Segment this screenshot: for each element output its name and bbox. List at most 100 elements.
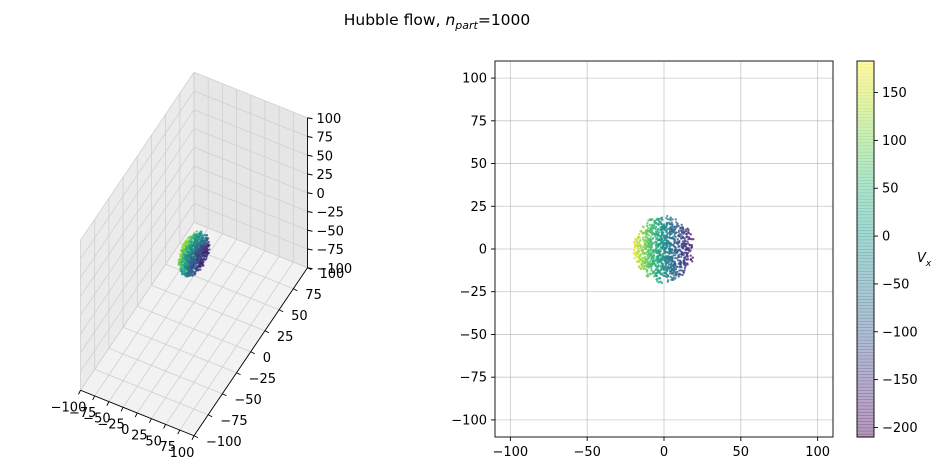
data-point-2d xyxy=(658,239,661,242)
data-point-2d xyxy=(660,226,664,229)
data-point-2d xyxy=(654,245,658,248)
data-point-2d xyxy=(637,250,641,253)
data-point-2d xyxy=(646,255,649,258)
data-point-2d xyxy=(646,272,650,276)
data-point-2d xyxy=(662,274,665,277)
data-point-3d xyxy=(185,256,188,259)
data-point-2d xyxy=(654,235,657,238)
y-tick-label: −75 xyxy=(220,414,247,429)
data-point-2d xyxy=(659,264,663,268)
data-point-2d xyxy=(670,278,673,281)
colorbar-segment xyxy=(857,129,874,134)
data-point-3d xyxy=(185,258,188,262)
data-point-2d xyxy=(655,278,658,281)
data-point-3d xyxy=(202,237,206,240)
grid-line xyxy=(80,109,195,278)
data-point-2d xyxy=(688,243,692,247)
data-point-2d xyxy=(656,254,660,258)
colorbar-segment xyxy=(857,211,874,216)
data-point-2d xyxy=(636,260,639,263)
colorbar-segment xyxy=(857,311,874,316)
data-point-3d xyxy=(199,265,202,268)
data-point-2d xyxy=(673,276,676,279)
data-point-2d xyxy=(661,264,665,267)
data-point-2d xyxy=(652,263,656,266)
data-point-2d xyxy=(649,249,652,253)
data-point-2d xyxy=(670,221,673,224)
colorbar-tick-label: −50 xyxy=(882,277,909,292)
colorbar-segment xyxy=(857,126,874,131)
data-point-2d xyxy=(649,235,652,238)
data-point-2d xyxy=(682,230,686,233)
y-tick-label: 25 xyxy=(277,330,294,345)
data-point-2d xyxy=(668,260,671,263)
colorbar-segment xyxy=(857,314,874,319)
data-point-3d xyxy=(205,234,208,237)
data-point-3d xyxy=(184,261,187,265)
colorbar-segment xyxy=(857,161,874,165)
data-point-3d xyxy=(189,244,193,247)
colorbar-segment xyxy=(857,402,874,407)
data-point-2d xyxy=(671,276,674,280)
data-point-3d xyxy=(200,254,203,257)
data-point-2d xyxy=(668,243,671,246)
data-point-2d xyxy=(641,248,645,252)
y-tick xyxy=(264,330,270,334)
data-point-2d xyxy=(674,256,677,260)
y-tick-label: 75 xyxy=(470,114,487,129)
data-point-2d xyxy=(683,269,686,272)
data-point-2d xyxy=(641,252,645,255)
colorbar-segment xyxy=(857,355,874,360)
data-point-3d xyxy=(192,259,195,263)
y-tick-label: −100 xyxy=(206,435,242,450)
data-point-2d xyxy=(670,272,674,275)
data-point-2d xyxy=(660,239,663,242)
data-point-2d xyxy=(650,267,653,270)
colorbar-tick-label: 100 xyxy=(882,134,907,149)
data-point-2d xyxy=(637,252,640,255)
y-tick-label: 100 xyxy=(320,267,345,282)
grid-line xyxy=(80,90,195,260)
colorbar-segment xyxy=(857,264,874,269)
data-point-2d xyxy=(649,247,652,250)
data-point-2d xyxy=(651,233,654,236)
data-point-2d xyxy=(656,236,659,240)
x-tick-label: 100 xyxy=(805,445,830,460)
data-point-2d xyxy=(647,257,650,260)
x-tick-label: 50 xyxy=(733,445,750,460)
colorbar-segment xyxy=(857,371,874,375)
data-point-2d xyxy=(651,231,654,235)
data-point-2d xyxy=(685,228,688,231)
y-tick-label: 0 xyxy=(479,243,487,258)
data-point-2d xyxy=(646,229,650,232)
x-tick-label: 50 xyxy=(145,434,162,449)
colorbar-segment xyxy=(857,92,874,97)
data-point-2d xyxy=(637,255,640,258)
data-point-3d xyxy=(197,248,200,251)
x-tick-label: −50 xyxy=(573,445,600,460)
data-point-2d xyxy=(669,255,672,259)
grid-line xyxy=(193,128,308,175)
colorbar-segment xyxy=(857,361,874,366)
data-point-2d xyxy=(678,239,681,243)
colorbar-segment xyxy=(857,123,874,128)
data-point-3d xyxy=(200,252,203,255)
data-point-2d xyxy=(646,226,650,230)
data-point-2d xyxy=(663,227,666,231)
colorbar-segment xyxy=(857,82,874,87)
data-point-2d xyxy=(646,253,649,257)
colorbar-segment xyxy=(857,117,874,122)
data-point-2d xyxy=(667,231,670,235)
data-point-2d xyxy=(674,231,678,234)
data-point-3d xyxy=(193,239,197,242)
data-point-3d xyxy=(187,261,190,265)
colorbar-segment xyxy=(857,98,874,103)
data-point-3d xyxy=(187,236,190,239)
data-point-2d xyxy=(666,214,669,218)
data-point-3d xyxy=(177,263,181,266)
colorbar-segment xyxy=(857,233,874,238)
x-tick-label: 0 xyxy=(121,423,129,438)
colorbar-segment xyxy=(857,399,874,404)
data-point-2d xyxy=(660,259,663,262)
colorbar-segment xyxy=(857,280,874,285)
